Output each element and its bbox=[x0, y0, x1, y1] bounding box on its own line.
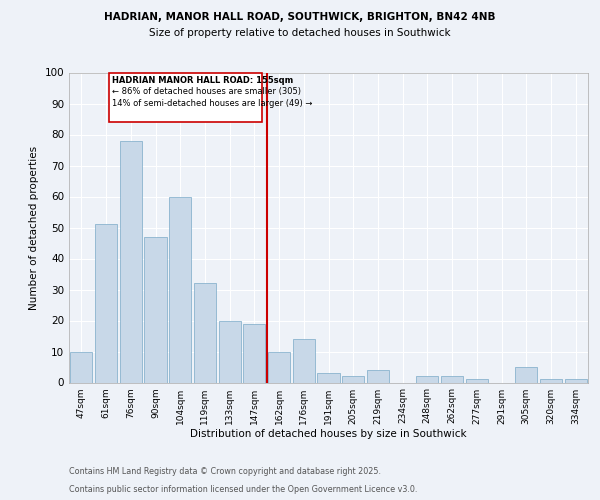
X-axis label: Distribution of detached houses by size in Southwick: Distribution of detached houses by size … bbox=[190, 430, 467, 440]
Bar bbox=[367, 370, 389, 382]
Bar bbox=[565, 380, 587, 382]
Bar bbox=[70, 352, 92, 382]
Text: Contains HM Land Registry data © Crown copyright and database right 2025.: Contains HM Land Registry data © Crown c… bbox=[69, 467, 381, 476]
Bar bbox=[95, 224, 117, 382]
Bar bbox=[218, 320, 241, 382]
Text: Contains public sector information licensed under the Open Government Licence v3: Contains public sector information licen… bbox=[69, 485, 418, 494]
Bar bbox=[145, 237, 167, 382]
Bar bbox=[169, 196, 191, 382]
Bar bbox=[540, 380, 562, 382]
Bar bbox=[317, 373, 340, 382]
Bar bbox=[342, 376, 364, 382]
Bar bbox=[119, 140, 142, 382]
Bar bbox=[243, 324, 265, 382]
Bar bbox=[515, 367, 538, 382]
Bar bbox=[268, 352, 290, 382]
Bar bbox=[466, 380, 488, 382]
Bar bbox=[441, 376, 463, 382]
Y-axis label: Number of detached properties: Number of detached properties bbox=[29, 146, 39, 310]
Bar bbox=[416, 376, 439, 382]
FancyBboxPatch shape bbox=[109, 72, 262, 122]
Text: Size of property relative to detached houses in Southwick: Size of property relative to detached ho… bbox=[149, 28, 451, 38]
Bar bbox=[293, 339, 315, 382]
Bar bbox=[194, 284, 216, 382]
Text: HADRIAN, MANOR HALL ROAD, SOUTHWICK, BRIGHTON, BN42 4NB: HADRIAN, MANOR HALL ROAD, SOUTHWICK, BRI… bbox=[104, 12, 496, 22]
Text: 14% of semi-detached houses are larger (49) →: 14% of semi-detached houses are larger (… bbox=[112, 99, 313, 108]
Text: HADRIAN MANOR HALL ROAD: 155sqm: HADRIAN MANOR HALL ROAD: 155sqm bbox=[112, 76, 293, 84]
Text: ← 86% of detached houses are smaller (305): ← 86% of detached houses are smaller (30… bbox=[112, 88, 301, 96]
